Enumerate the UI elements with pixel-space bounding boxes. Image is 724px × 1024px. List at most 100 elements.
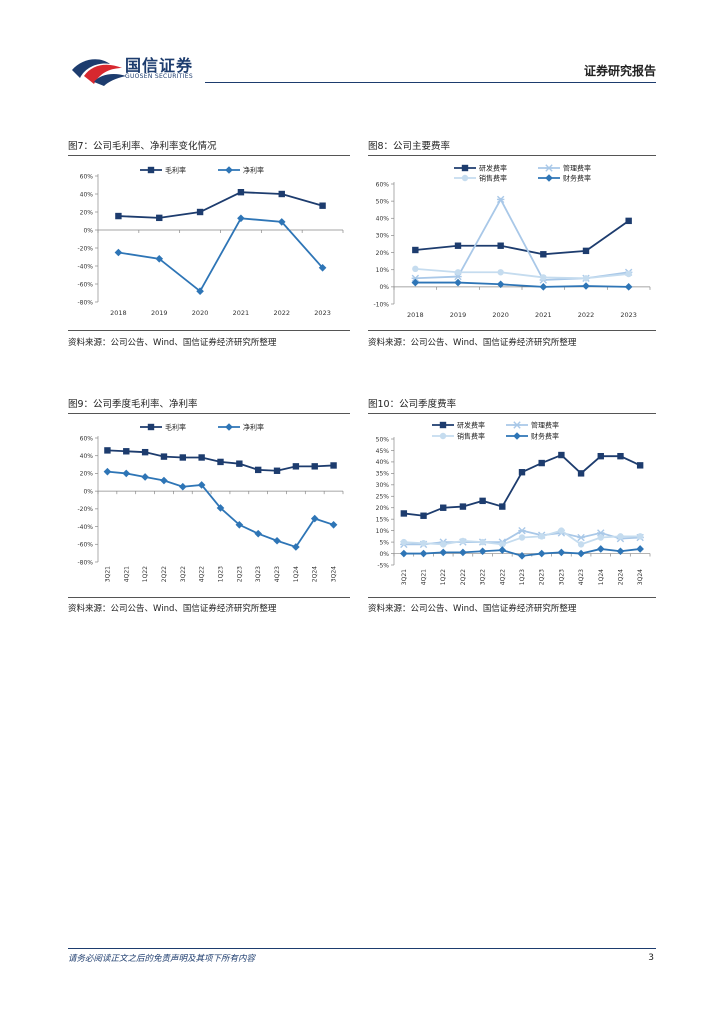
data-point (636, 462, 644, 469)
data-point (160, 453, 168, 460)
x-tick-label: 2021 (535, 311, 552, 319)
legend-marker (513, 421, 521, 429)
x-tick-label: 1Q24 (293, 566, 300, 582)
data-point (459, 548, 467, 557)
data-point (400, 538, 408, 546)
data-point (198, 454, 205, 461)
figure-9: 图9：公司季度毛利率、净利率 (68, 396, 350, 414)
y-tick-label: 20% (376, 250, 390, 257)
y-tick-label: -20% (77, 506, 93, 513)
data-point (577, 470, 585, 477)
y-tick-label: 30% (376, 482, 390, 489)
y-tick-label: -80% (77, 299, 93, 306)
legend-label: 毛利率 (165, 423, 186, 432)
data-point (114, 248, 123, 257)
data-point (617, 533, 624, 540)
data-point (577, 541, 585, 548)
x-tick-label: 3Q23 (255, 566, 262, 582)
data-point (237, 189, 245, 196)
data-point (518, 534, 526, 541)
series-3 (400, 527, 644, 548)
y-tick-label: 0% (379, 551, 389, 558)
data-point (625, 217, 632, 225)
series-2 (103, 467, 338, 551)
y-tick-label: 45% (376, 448, 390, 455)
data-point (440, 504, 447, 511)
x-tick-label: 4Q21 (421, 569, 428, 585)
x-tick-label: 1Q24 (598, 569, 605, 585)
data-point (103, 467, 112, 476)
data-point (479, 538, 486, 546)
data-point (254, 529, 262, 538)
legend-label: 财务费率 (531, 432, 559, 441)
legend-label: 研发费率 (479, 164, 507, 173)
figure-title: 图7：公司毛利率、净利率变化情况 (68, 141, 217, 152)
data-point (498, 546, 507, 554)
y-tick-label: 40% (376, 459, 390, 466)
data-point (496, 280, 505, 289)
y-tick-label: 35% (376, 471, 390, 478)
y-tick-label: 40% (376, 216, 390, 223)
x-tick-label: 2018 (407, 311, 424, 319)
data-point (497, 242, 504, 249)
figure-top-rule (68, 413, 350, 414)
data-point (330, 462, 337, 469)
legend-label: 销售费率 (479, 174, 507, 183)
x-tick-label: 1Q23 (519, 569, 526, 585)
legend-marker (513, 432, 521, 440)
y-tick-label: 0% (379, 284, 389, 291)
legend-item: 毛利率 (140, 166, 186, 175)
y-tick-label: 5% (379, 539, 389, 546)
data-point (518, 526, 526, 535)
x-tick-label: 1Q22 (440, 569, 447, 585)
legend-label: 毛利率 (165, 166, 186, 175)
data-point (616, 547, 625, 556)
legend-label: 研发费率 (457, 421, 485, 430)
data-point (597, 452, 604, 460)
y-tick-label: 40% (80, 453, 94, 460)
x-tick-label: 2Q23 (236, 566, 243, 582)
legend-item: 毛利率 (140, 423, 186, 432)
figure-title: 图9：公司季度毛利率、净利率 (68, 399, 198, 410)
data-point (478, 547, 487, 556)
x-tick-label: 2Q24 (312, 566, 319, 582)
data-point (540, 274, 547, 281)
figure-title: 图8：公司主要费率 (368, 141, 451, 152)
y-tick-label: -10% (373, 301, 389, 308)
x-tick-label: 2Q24 (617, 569, 624, 585)
data-point (329, 521, 338, 529)
legend-item: 净利率 (218, 166, 264, 175)
data-point (625, 270, 632, 278)
data-point (419, 549, 428, 558)
data-point (318, 264, 327, 272)
legend-item: 净利率 (218, 423, 264, 432)
series-line (415, 281, 629, 288)
page-number: 3 (648, 953, 654, 963)
data-point (411, 278, 420, 287)
legend-marker (439, 421, 447, 429)
y-tick-label: 10% (376, 528, 390, 535)
data-point (412, 246, 419, 254)
data-point (400, 510, 408, 517)
x-tick-label: 3Q21 (401, 569, 408, 585)
series-1 (412, 217, 632, 258)
data-point (141, 448, 149, 456)
data-point (499, 541, 506, 548)
figure-7: 图7：公司毛利率、净利率变化情况 (68, 138, 350, 156)
data-point (236, 460, 243, 467)
series-line (415, 220, 630, 256)
x-tick-label: 3Q23 (558, 569, 565, 585)
data-point (636, 545, 644, 553)
data-point (277, 218, 286, 226)
legend-marker (147, 423, 155, 431)
figure-top-rule (368, 155, 656, 156)
brand-name-en: GUOSEN SECURITIES (125, 73, 194, 80)
series-line (118, 191, 323, 219)
x-tick-label: 2Q23 (539, 569, 546, 585)
y-tick-label: 25% (376, 494, 390, 501)
x-tick-label: 2023 (314, 309, 331, 317)
legend-item: 研发费率 (432, 421, 485, 430)
x-tick-label: 2020 (492, 311, 509, 319)
series-line (415, 267, 629, 280)
y-tick-label: 20% (80, 471, 94, 478)
